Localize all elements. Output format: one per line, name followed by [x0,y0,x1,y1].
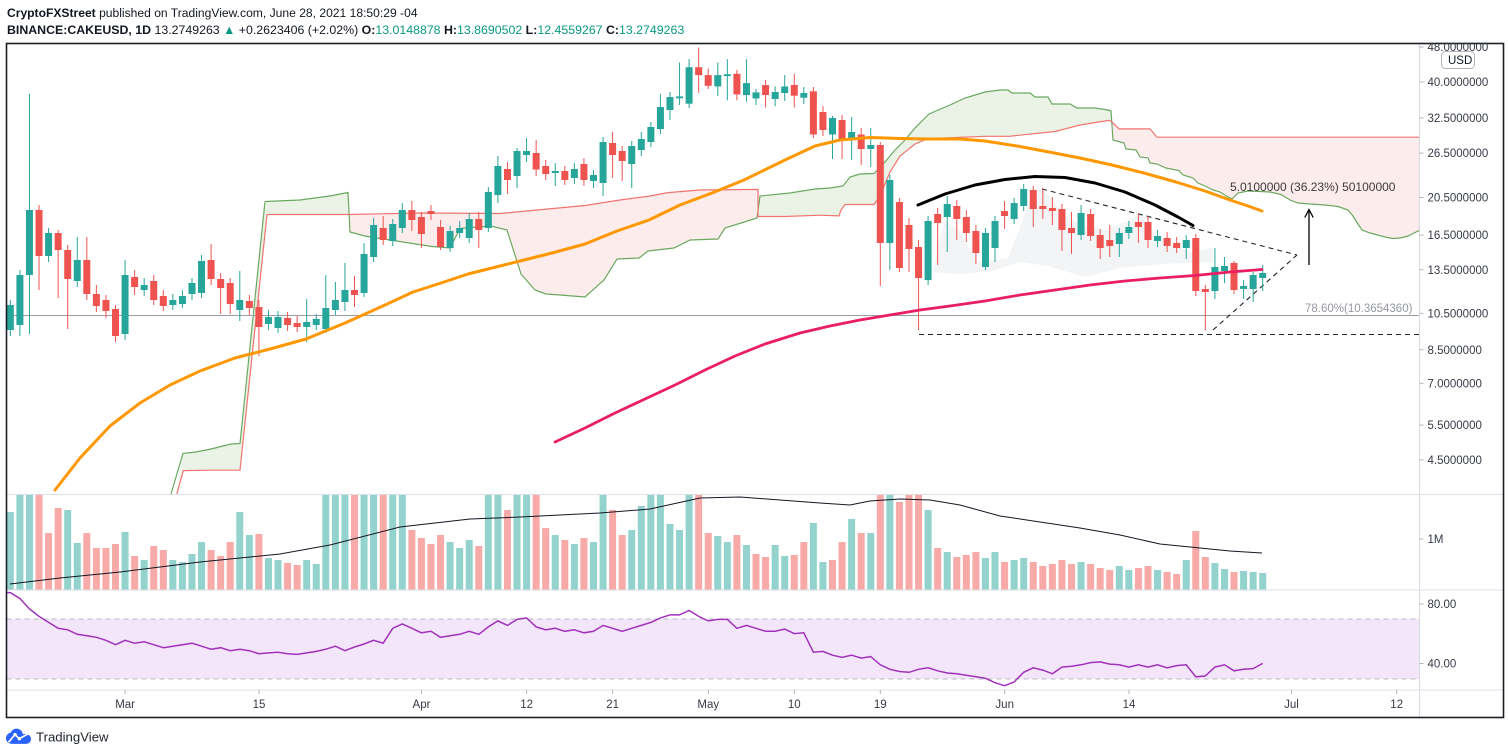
svg-text:20.5000000: 20.5000000 [1428,193,1489,205]
svg-text:14: 14 [1123,699,1136,711]
svg-text:TradingView: TradingView [36,730,109,745]
svg-text:CryptoFXStreet published on Tr: CryptoFXStreet published on TradingView.… [7,6,418,20]
svg-text:40.0000000: 40.0000000 [1428,77,1489,89]
svg-text:32.5000000: 32.5000000 [1428,113,1489,125]
svg-text:13.5000000: 13.5000000 [1428,265,1489,277]
svg-text:78.60%(10.3654360): 78.60%(10.3654360) [1305,303,1413,315]
svg-text:Mar: Mar [115,699,135,711]
svg-text:Apr: Apr [413,699,431,711]
svg-text:80.00: 80.00 [1428,599,1457,611]
svg-text:21: 21 [606,699,619,711]
svg-text:40.00: 40.00 [1428,659,1457,671]
svg-text:4.5000000: 4.5000000 [1428,455,1482,467]
svg-text:1M: 1M [1428,534,1444,546]
svg-text:8.5000000: 8.5000000 [1428,345,1482,357]
svg-text:26.5000000: 26.5000000 [1428,148,1489,160]
svg-text:May: May [697,699,719,711]
svg-text:BINANCE:CAKEUSD, 1D 13.274926: BINANCE:CAKEUSD, 1D 13.2749263 ▲ +0.2623… [7,23,684,37]
svg-text:5.0100000 (36.23%) 50100000: 5.0100000 (36.23%) 50100000 [1230,180,1396,194]
svg-text:Jun: Jun [995,699,1014,711]
svg-text:Jul: Jul [1284,699,1299,711]
svg-text:10.5000000: 10.5000000 [1428,308,1489,320]
svg-text:16.5000000: 16.5000000 [1428,230,1489,242]
svg-text:USD: USD [1448,55,1472,67]
svg-text:15: 15 [253,699,266,711]
svg-text:10: 10 [788,699,801,711]
svg-text:12: 12 [1390,699,1403,711]
svg-text:19: 19 [874,699,887,711]
svg-text:12: 12 [520,699,533,711]
svg-text:7.0000000: 7.0000000 [1428,378,1482,390]
svg-text:5.5000000: 5.5000000 [1428,420,1482,432]
svg-text:48.0000000: 48.0000000 [1428,42,1489,54]
